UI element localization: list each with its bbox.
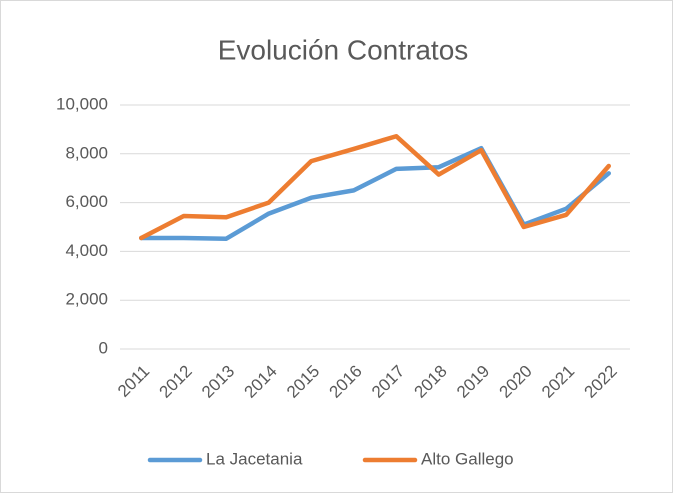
legend-label: Alto Gallego [421, 449, 514, 468]
y-tick-label: 6,000 [65, 192, 108, 211]
series-line [139, 145, 611, 241]
chart-title: Evolución Contratos [218, 34, 469, 65]
y-tick-label: 0 [99, 338, 108, 357]
y-tick-label: 10,000 [56, 94, 108, 113]
y-tick-label: 2,000 [65, 290, 108, 309]
legend-label: La Jacetania [206, 449, 303, 468]
y-tick-label: 8,000 [65, 143, 108, 162]
series-line [139, 133, 611, 241]
y-tick-label: 4,000 [65, 241, 108, 260]
